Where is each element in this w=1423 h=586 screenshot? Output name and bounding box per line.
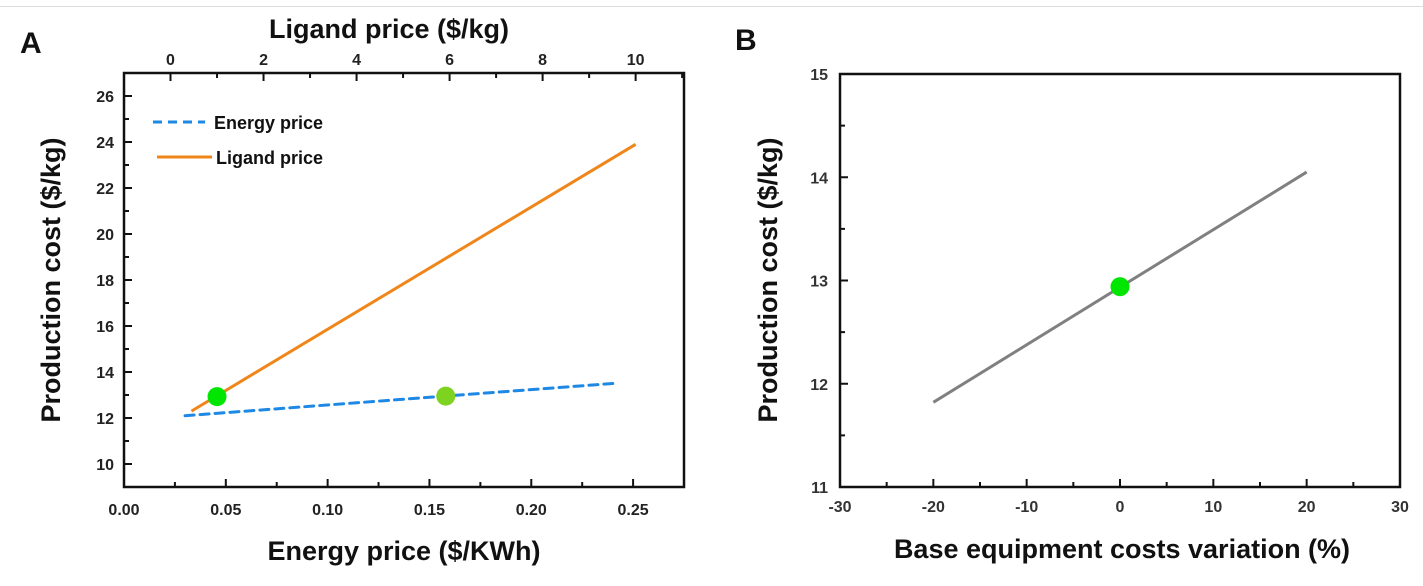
x-tick-label: -10 [1015,499,1038,516]
y-tick-label: 11 [811,480,828,497]
panel-a: A Ligand price ($/kg) Energy price ($/KW… [20,14,686,566]
y-tick-label: 26 [96,89,114,106]
y-tick-label: 24 [96,135,114,152]
y-tick-label: 14 [96,365,114,382]
y-tick-label: 10 [96,457,114,474]
y-tick-label: 18 [96,273,114,290]
data-point-marker-base-case [1110,277,1130,297]
y-tick-label: 12 [810,377,828,394]
x-tick-label: 0.15 [414,502,445,519]
x-tick-label: 30 [1391,499,1409,516]
x-tick-label: 0.05 [210,502,241,519]
y-tick-label: 15 [810,67,828,84]
x-tick-label: 0.00 [108,502,139,519]
panel-a-series [183,143,637,418]
y-tick-label: 22 [96,181,114,198]
top-tick-label: 4 [352,52,361,69]
x-tick-label: -20 [922,499,945,516]
top-tick-label: 10 [627,52,645,69]
panel-b-ticks: -30 -20 -10 0 10 20 30 11 12 13 14 15 [810,67,1409,516]
plot-area-frame-a [122,71,686,489]
top-tick-label: 2 [259,52,268,69]
legend-label-energy-price: Energy price [214,113,323,133]
legend: Energy price Ligand price [153,113,323,168]
panel-b: B Base equipment costs variation (%) Pro… [735,24,1409,564]
bottom-axis-title-b: Base equipment costs variation (%) [894,534,1350,564]
panel-b-series [932,170,1308,404]
y-tick-label: 16 [96,319,114,336]
data-point-marker-ligand-price [207,387,227,407]
x-tick-label: -30 [828,499,851,516]
x-tick-label: 0.10 [312,502,343,519]
bottom-axis-title: Energy price ($/KWh) [267,536,540,566]
data-point-marker-energy-price [436,386,456,406]
x-tick-label: 0.25 [618,502,649,519]
series-line-ligand-price [190,143,637,413]
top-divider-line [0,6,1423,7]
panel-letter-b: B [735,24,757,57]
y-axis-title-b: Production cost ($/kg) [753,137,783,422]
x-tick-label: 0 [1116,499,1125,516]
y-tick-label: 12 [96,411,114,428]
y-tick-label: 20 [96,227,114,244]
top-tick-label: 0 [166,52,175,69]
x-tick-label: 20 [1298,499,1316,516]
legend-label-ligand-price: Ligand price [216,148,323,168]
top-axis-title: Ligand price ($/kg) [269,14,509,44]
panel-letter-a: A [20,27,42,60]
y-axis-title: Production cost ($/kg) [36,137,66,422]
x-tick-label: 0.20 [516,502,547,519]
top-tick-label: 6 [445,52,454,69]
y-tick-label: 14 [810,170,828,187]
top-tick-label: 8 [538,52,547,69]
x-tick-label: 10 [1204,499,1222,516]
y-tick-label: 13 [810,274,828,291]
series-line-energy-price [183,382,615,418]
plot-area-frame-b [838,72,1402,489]
